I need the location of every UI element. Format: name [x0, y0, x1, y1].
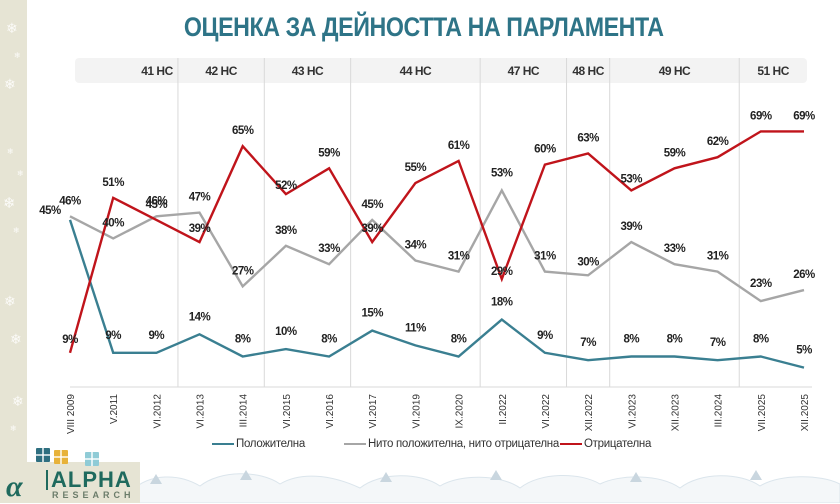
data-label: 60%	[534, 144, 556, 156]
data-label: 59%	[664, 147, 686, 159]
data-label: 53%	[621, 173, 643, 185]
data-label: 7%	[710, 337, 726, 349]
data-label: 31%	[707, 251, 729, 263]
legend-item-positive: Положителна	[212, 438, 305, 450]
data-label: 65%	[232, 125, 254, 137]
data-label: 47%	[189, 192, 211, 204]
legend-swatch-neutral	[344, 443, 366, 445]
x-tick-label: VII.2025	[757, 394, 768, 432]
data-label: 8%	[321, 333, 337, 345]
data-label: 63%	[577, 133, 599, 145]
data-label: 34%	[405, 240, 427, 252]
data-label: 51%	[102, 177, 124, 189]
data-label: 18%	[491, 297, 513, 309]
data-label: 33%	[318, 243, 340, 255]
data-label: 45%	[39, 205, 61, 217]
data-label: 8%	[667, 333, 683, 345]
gift-icon	[54, 450, 68, 464]
legend: Положителна Нито положителна, нито отриц…	[0, 438, 840, 454]
legend-swatch-positive	[212, 443, 234, 445]
data-label: 55%	[405, 162, 427, 174]
x-tick-label: VI.2019	[411, 394, 422, 429]
x-axis-labels: VIII 2009 V.2011 VI.2012 VI.2013 III.2014 VI.…	[66, 394, 811, 434]
series-lines	[70, 131, 804, 367]
data-label: 8%	[235, 333, 251, 345]
data-label: 8%	[451, 333, 467, 345]
data-label: 9%	[537, 330, 553, 342]
data-label: 26%	[793, 269, 815, 281]
gift-icon	[36, 448, 50, 462]
x-tick-label: VIII 2009	[66, 394, 77, 434]
data-label: 31%	[534, 251, 556, 263]
data-label: 45%	[361, 199, 383, 211]
data-label: 61%	[448, 140, 470, 152]
x-tick-label: IX.2020	[455, 394, 466, 429]
x-tick-label: VI.2015	[282, 394, 293, 429]
data-label: 14%	[189, 311, 211, 323]
data-label: 39%	[189, 223, 211, 235]
series-line-2	[70, 131, 804, 352]
data-label: 39%	[621, 221, 643, 233]
legend-label: Нито положителна, нито отрицателна	[368, 438, 559, 450]
data-label: 15%	[361, 308, 383, 320]
data-label: 45%	[146, 199, 168, 211]
x-tick-label: VI.2017	[368, 394, 379, 429]
data-label: 9%	[62, 334, 78, 346]
data-label: 30%	[577, 256, 599, 268]
x-tick-label: II.2022	[498, 394, 509, 425]
legend-label: Положителна	[236, 438, 305, 450]
legend-item-neutral: Нито положителна, нито отрицателна	[344, 438, 559, 450]
data-label: 29%	[491, 266, 513, 278]
x-tick-label: VI.2022	[541, 394, 552, 429]
data-label: 40%	[102, 217, 124, 229]
x-tick-label: III.2014	[239, 394, 250, 428]
data-label: 27%	[232, 265, 254, 277]
data-label: 69%	[793, 110, 815, 122]
x-tick-label: V.2011	[109, 394, 120, 424]
series-line-1	[70, 190, 804, 301]
data-label: 52%	[275, 180, 297, 192]
alpha-research-logo-name: ALPHA	[46, 470, 132, 490]
data-label: 23%	[750, 278, 772, 290]
alpha-research-logo-mark: α	[6, 470, 23, 504]
data-label: 8%	[623, 333, 639, 345]
data-label: 46%	[59, 195, 81, 207]
x-tick-label: VI.2016	[325, 394, 336, 429]
x-tick-label: XII.2025	[800, 394, 811, 432]
data-label: 8%	[753, 333, 769, 345]
data-label: 39%	[361, 223, 383, 235]
snow-decoration	[130, 462, 840, 503]
alpha-research-logo-sub: RESEARCH	[52, 490, 135, 500]
data-label: 7%	[580, 337, 596, 349]
data-label: 9%	[149, 330, 165, 342]
data-label: 31%	[448, 251, 470, 263]
gift-icon	[85, 452, 99, 466]
data-label: 69%	[750, 110, 772, 122]
data-label: 5%	[796, 345, 812, 357]
legend-item-negative: Отрицателна	[560, 438, 651, 450]
data-label: 62%	[707, 136, 729, 148]
series-line-0	[70, 220, 804, 368]
data-label: 11%	[405, 322, 426, 334]
data-label: 9%	[105, 330, 121, 342]
x-tick-label: VI.2023	[627, 394, 638, 429]
legend-swatch-negative	[560, 443, 582, 445]
data-labels: 45% 9% 9% 14% 8% 10% 8% 15% 11% 8% 18% 9% 7% 8% 8% 7% 8%…	[39, 110, 815, 356]
data-label: 10%	[275, 326, 297, 338]
line-chart: VIII 2009 V.2011 VI.2012 VI.2013 III.2014 VI.…	[0, 0, 840, 503]
x-tick-label: XII.2023	[670, 394, 681, 432]
x-tick-label: VI.2013	[196, 394, 207, 429]
legend-label: Отрицателна	[584, 438, 651, 450]
data-label: 53%	[491, 167, 513, 179]
x-tick-label: VI.2012	[152, 394, 163, 429]
x-tick-label: XII.2022	[584, 394, 595, 432]
data-label: 33%	[664, 243, 686, 255]
x-tick-label: III.2024	[714, 394, 725, 428]
data-label: 59%	[318, 147, 340, 159]
data-label: 38%	[275, 225, 297, 237]
